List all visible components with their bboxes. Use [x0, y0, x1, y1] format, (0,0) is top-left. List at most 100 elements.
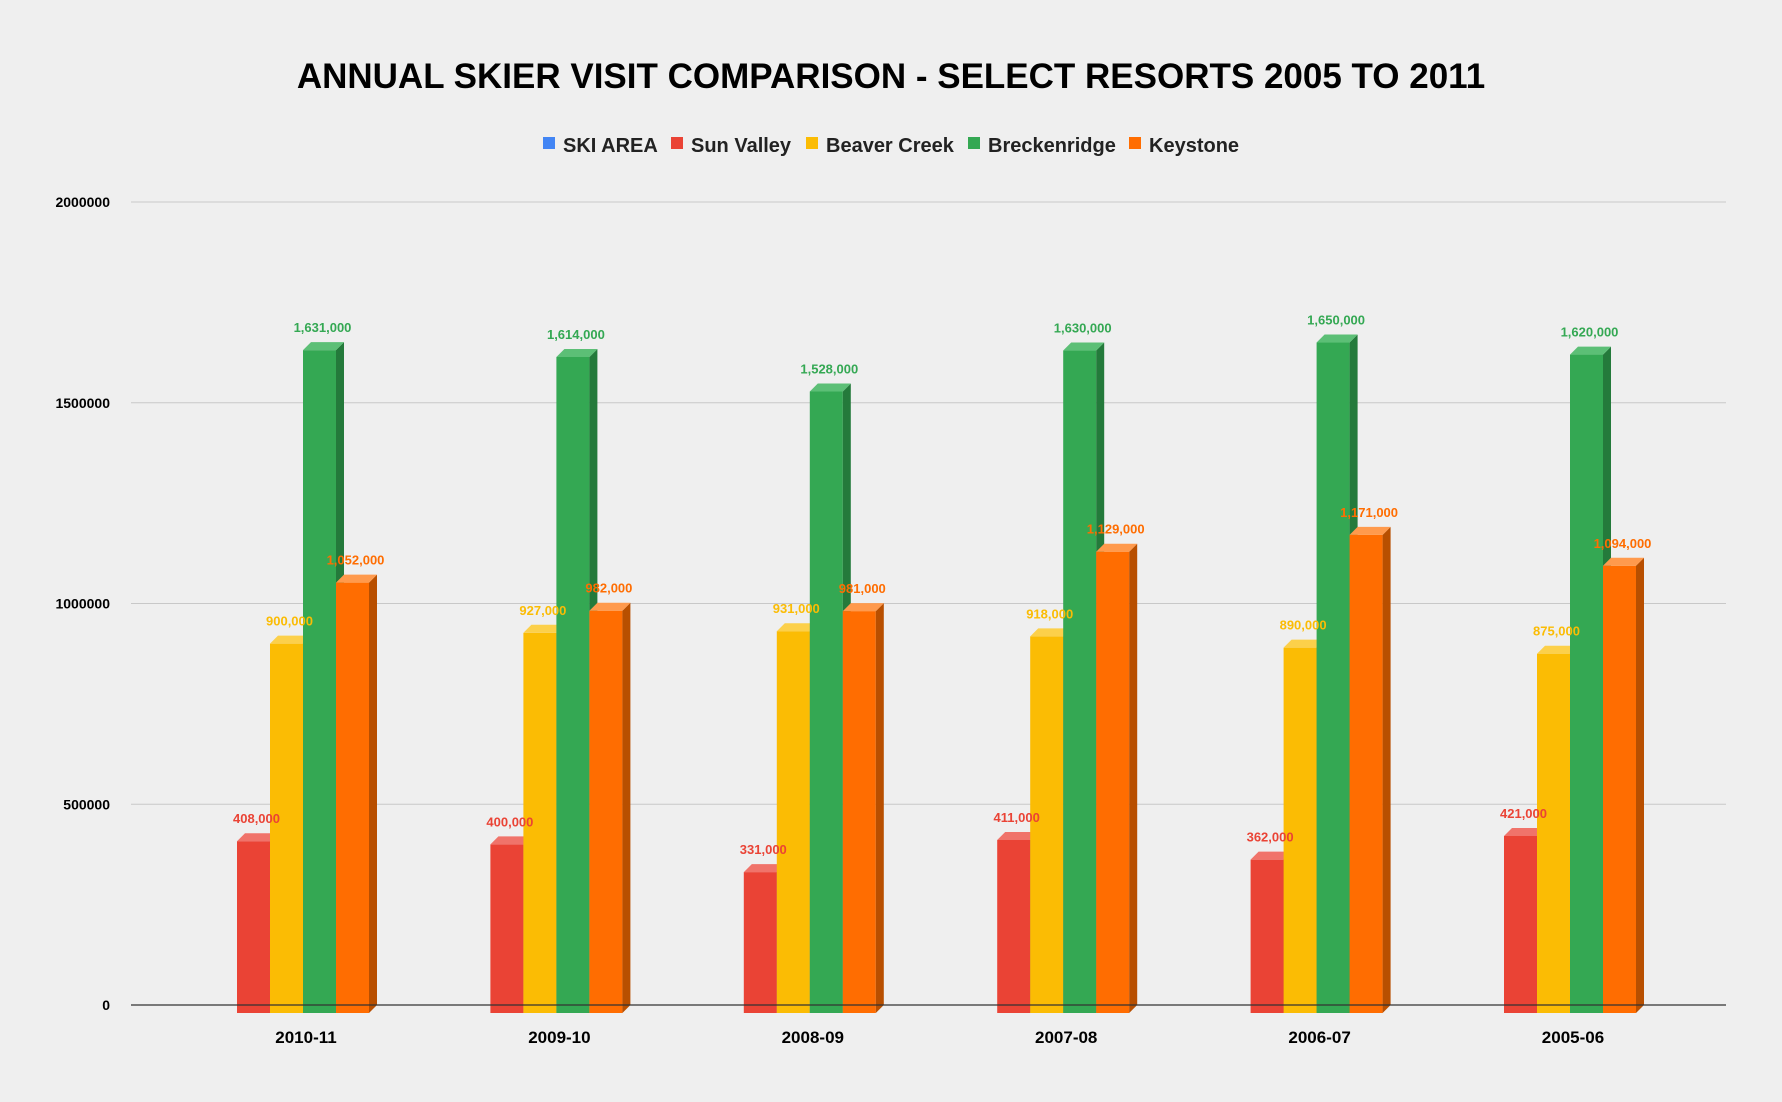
bar-top-3-3: [1096, 543, 1138, 552]
x-tick-label-1: 2009-10: [528, 1028, 590, 1047]
legend-swatch-0: [543, 137, 555, 149]
data-label-3-1: 982,000: [585, 581, 632, 596]
bar-top-2-0: [303, 342, 344, 351]
data-label-3-2: 981,000: [839, 581, 886, 596]
data-label-0-5: 421,000: [1500, 806, 1547, 821]
bar-breckenridge-2009-10: [556, 356, 590, 1013]
bar-keystone-2010-11: [336, 582, 369, 1013]
bar-sun-valley-2007-08: [997, 839, 1031, 1013]
data-label-3-5: 1,094,000: [1594, 536, 1652, 551]
bar-sun-valley-2008-09: [743, 872, 777, 1013]
bar-top-1-5: [1537, 645, 1578, 654]
bar-keystone-2009-10: [589, 610, 623, 1013]
data-label-2-3: 1,630,000: [1054, 321, 1112, 336]
y-tick-label-0: 0: [102, 997, 110, 1013]
legend-label-3: Breckenridge: [988, 135, 1116, 157]
bar-top-0-5: [1504, 827, 1545, 836]
bar-top-2-5: [1570, 346, 1611, 355]
bar-top-0-1: [490, 836, 532, 845]
bar-side-3-5: [1636, 557, 1644, 1013]
gridlines: [131, 201, 1726, 805]
bar-top-1-0: [270, 635, 311, 644]
legend: SKI AREA Sun Valley Beaver Creek Breckenrid…: [543, 135, 1239, 157]
bar-top-2-2: [809, 383, 851, 392]
legend-label-1: Sun Valley: [691, 135, 792, 157]
data-label-0-0: 408,000: [233, 811, 280, 826]
legend-swatch-1: [671, 137, 683, 149]
x-tick-label-0: 2010-11: [275, 1028, 336, 1047]
legend-label-2: Beaver Creek: [826, 135, 955, 157]
bar-sun-valley-2005-06: [1504, 835, 1537, 1013]
data-label-1-4: 890,000: [1280, 618, 1327, 633]
bar-top-0-3: [997, 831, 1039, 840]
bar-breckenridge-2008-09: [809, 391, 843, 1013]
bar-keystone-2006-07: [1349, 534, 1383, 1013]
bar-top-3-4: [1349, 526, 1391, 535]
data-label-0-4: 362,000: [1247, 830, 1294, 845]
bar-keystone-2008-09: [842, 611, 876, 1013]
bar-side-3-3: [1129, 543, 1138, 1013]
bar-side-3-0: [369, 574, 377, 1013]
data-label-2-5: 1,620,000: [1561, 325, 1619, 340]
legend-swatch-3: [968, 137, 980, 149]
bar-beaver-creek-2006-07: [1283, 647, 1317, 1013]
y-tick-label-2: 1000000: [55, 596, 110, 612]
bar-top-0-0: [237, 833, 278, 842]
y-axis: 0 500000 1000000 1500000 2000000: [55, 194, 110, 1013]
bar-top-0-4: [1250, 851, 1292, 860]
data-label-0-3: 411,000: [994, 810, 1040, 825]
bar-side-3-4: [1382, 526, 1391, 1013]
bar-sun-valley-2006-07: [1250, 859, 1284, 1013]
x-tick-label-5: 2005-06: [1542, 1028, 1604, 1047]
bars: [131, 334, 1726, 1013]
data-label-3-0: 1,052,000: [327, 553, 385, 568]
bar-top-3-2: [842, 603, 884, 612]
bar-beaver-creek-2005-06: [1537, 653, 1570, 1013]
bar-top-3-0: [336, 574, 377, 583]
data-label-1-2: 931,000: [773, 601, 820, 616]
data-label-1-1: 927,000: [519, 603, 566, 618]
bar-keystone-2005-06: [1603, 565, 1636, 1013]
bar-breckenridge-2006-07: [1316, 342, 1350, 1013]
bar-top-1-4: [1283, 639, 1325, 648]
bar-top-1-2: [776, 623, 818, 632]
data-label-1-3: 918,000: [1026, 606, 1073, 621]
x-tick-label-2: 2008-09: [782, 1028, 844, 1047]
data-label-3-4: 1,171,000: [1340, 505, 1398, 520]
bar-breckenridge-2010-11: [303, 350, 336, 1013]
data-label-1-0: 900,000: [266, 614, 313, 629]
x-tick-label-3: 2007-08: [1035, 1028, 1097, 1047]
y-tick-label-3: 1500000: [55, 395, 110, 411]
x-axis: 2010-11 2009-10 2008-09 2007-08 2006-07 2005-…: [275, 1028, 1604, 1047]
bar-beaver-creek-2008-09: [776, 631, 810, 1013]
chart-title: ANNUAL SKIER VISIT COMPARISON - SELECT R…: [297, 57, 1485, 96]
bar-top-3-5: [1603, 557, 1644, 566]
bar-top-2-3: [1063, 342, 1105, 351]
bar-side-3-2: [875, 603, 884, 1013]
legend-label-0: SKI AREA: [563, 135, 658, 157]
data-label-0-2: 331,000: [740, 842, 787, 857]
data-label-2-4: 1,650,000: [1307, 313, 1365, 328]
bar-top-1-3: [1030, 628, 1072, 637]
y-tick-label-1: 500000: [63, 796, 110, 812]
bar-top-3-1: [589, 602, 631, 611]
bar-top-0-2: [743, 864, 785, 873]
legend-swatch-4: [1129, 137, 1141, 149]
bar-breckenridge-2007-08: [1063, 350, 1097, 1013]
data-label-2-1: 1,614,000: [547, 327, 605, 342]
bar-beaver-creek-2007-08: [1030, 636, 1064, 1013]
bar-beaver-creek-2009-10: [523, 632, 557, 1013]
data-label-3-3: 1,129,000: [1087, 522, 1145, 537]
bar-beaver-creek-2010-11: [270, 643, 303, 1013]
bar-sun-valley-2009-10: [490, 844, 524, 1013]
bar-top-2-4: [1316, 334, 1358, 343]
x-tick-label-4: 2006-07: [1288, 1028, 1350, 1047]
legend-label-4: Keystone: [1149, 135, 1239, 157]
data-label-0-1: 400,000: [486, 814, 533, 829]
bar-top-2-1: [556, 348, 598, 357]
y-tick-label-4: 2000000: [55, 194, 110, 210]
bar-sun-valley-2010-11: [237, 841, 270, 1013]
legend-swatch-2: [806, 137, 818, 149]
